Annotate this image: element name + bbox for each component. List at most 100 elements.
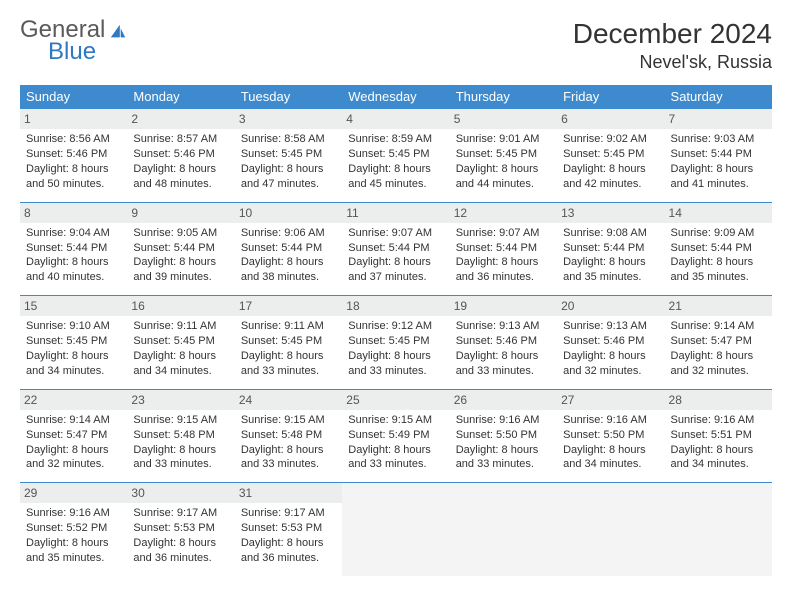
sunset-text: Sunset: 5:44 PM (133, 241, 228, 256)
daylight-text: and 48 minutes. (133, 177, 228, 192)
calendar-day-cell: 6Sunrise: 9:02 AMSunset: 5:45 PMDaylight… (557, 109, 664, 203)
sunset-text: Sunset: 5:44 PM (671, 241, 766, 256)
sunrise-text: Sunrise: 8:58 AM (241, 132, 336, 147)
sunrise-text: Sunrise: 9:09 AM (671, 226, 766, 241)
daylight-text: Daylight: 8 hours (133, 255, 228, 270)
calendar-day-cell: 8Sunrise: 9:04 AMSunset: 5:44 PMDaylight… (20, 202, 127, 296)
daylight-text: Daylight: 8 hours (348, 443, 443, 458)
day-number: 1 (20, 109, 127, 129)
daylight-text: and 47 minutes. (241, 177, 336, 192)
daylight-text: Daylight: 8 hours (671, 162, 766, 177)
sunrise-text: Sunrise: 9:14 AM (26, 413, 121, 428)
daylight-text: and 37 minutes. (348, 270, 443, 285)
sunrise-text: Sunrise: 9:13 AM (563, 319, 658, 334)
sunrise-text: Sunrise: 9:07 AM (456, 226, 551, 241)
day-number: 3 (235, 109, 342, 129)
calendar-day-cell: 25Sunrise: 9:15 AMSunset: 5:49 PMDayligh… (342, 389, 449, 483)
daylight-text: Daylight: 8 hours (26, 162, 121, 177)
sunset-text: Sunset: 5:48 PM (241, 428, 336, 443)
sunset-text: Sunset: 5:45 PM (241, 147, 336, 162)
weekday-header: Sunday (20, 85, 127, 109)
daylight-text: and 36 minutes. (133, 551, 228, 566)
location: Nevel'sk, Russia (573, 52, 772, 73)
sunset-text: Sunset: 5:50 PM (456, 428, 551, 443)
sunset-text: Sunset: 5:50 PM (563, 428, 658, 443)
calendar-day-cell: 12Sunrise: 9:07 AMSunset: 5:44 PMDayligh… (450, 202, 557, 296)
daylight-text: and 41 minutes. (671, 177, 766, 192)
day-number: 27 (557, 390, 664, 410)
sunset-text: Sunset: 5:44 PM (456, 241, 551, 256)
sunrise-text: Sunrise: 9:08 AM (563, 226, 658, 241)
daylight-text: Daylight: 8 hours (456, 443, 551, 458)
calendar-day-cell: 1 Sunrise: 8:56 AMSunset: 5:46 PMDaylight… (20, 109, 127, 203)
weekday-header-row: Sunday Monday Tuesday Wednesday Thursday… (20, 85, 772, 109)
sunrise-text: Sunrise: 9:05 AM (133, 226, 228, 241)
sunrise-text: Sunrise: 9:11 AM (133, 319, 228, 334)
page-header: General Blue December 2024 Nevel'sk, Rus… (20, 18, 772, 73)
daylight-text: Daylight: 8 hours (563, 255, 658, 270)
sunrise-text: Sunrise: 8:56 AM (26, 132, 121, 147)
day-number: 6 (557, 109, 664, 129)
day-number: 14 (665, 203, 772, 223)
daylight-text: Daylight: 8 hours (26, 349, 121, 364)
daylight-text: Daylight: 8 hours (241, 536, 336, 551)
sunrise-text: Sunrise: 9:10 AM (26, 319, 121, 334)
day-number: 15 (20, 296, 127, 316)
title-block: December 2024 Nevel'sk, Russia (573, 18, 772, 73)
sunset-text: Sunset: 5:53 PM (241, 521, 336, 536)
sunset-text: Sunset: 5:46 PM (26, 147, 121, 162)
daylight-text: and 35 minutes. (671, 270, 766, 285)
calendar-day-cell: 7Sunrise: 9:03 AMSunset: 5:44 PMDaylight… (665, 109, 772, 203)
daylight-text: and 38 minutes. (241, 270, 336, 285)
daylight-text: Daylight: 8 hours (26, 536, 121, 551)
sunrise-text: Sunrise: 9:15 AM (133, 413, 228, 428)
sunrise-text: Sunrise: 9:03 AM (671, 132, 766, 147)
sunrise-text: Sunrise: 9:15 AM (348, 413, 443, 428)
calendar-day-cell: 26Sunrise: 9:16 AMSunset: 5:50 PMDayligh… (450, 389, 557, 483)
daylight-text: Daylight: 8 hours (671, 443, 766, 458)
day-number: 11 (342, 203, 449, 223)
day-number: 4 (342, 109, 449, 129)
sunrise-text: Sunrise: 9:12 AM (348, 319, 443, 334)
calendar-day-cell: 15Sunrise: 9:10 AMSunset: 5:45 PMDayligh… (20, 296, 127, 390)
day-number: 21 (665, 296, 772, 316)
daylight-text: and 35 minutes. (26, 551, 121, 566)
calendar-day-cell (342, 483, 449, 576)
daylight-text: and 34 minutes. (671, 457, 766, 472)
daylight-text: Daylight: 8 hours (133, 349, 228, 364)
day-number: 8 (20, 203, 127, 223)
calendar-day-cell: 9 Sunrise: 9:05 AMSunset: 5:44 PMDaylight… (127, 202, 234, 296)
calendar-week-row: 22Sunrise: 9:14 AMSunset: 5:47 PMDayligh… (20, 389, 772, 483)
day-number: 26 (450, 390, 557, 410)
calendar-day-cell: 30Sunrise: 9:17 AMSunset: 5:53 PMDayligh… (127, 483, 234, 576)
daylight-text: and 34 minutes. (133, 364, 228, 379)
calendar-day-cell: 5Sunrise: 9:01 AMSunset: 5:45 PMDaylight… (450, 109, 557, 203)
calendar-day-cell: 28Sunrise: 9:16 AMSunset: 5:51 PMDayligh… (665, 389, 772, 483)
daylight-text: and 36 minutes. (241, 551, 336, 566)
day-number: 9 (127, 203, 234, 223)
sunrise-text: Sunrise: 8:57 AM (133, 132, 228, 147)
calendar-day-cell: 24Sunrise: 9:15 AMSunset: 5:48 PMDayligh… (235, 389, 342, 483)
daylight-text: and 36 minutes. (456, 270, 551, 285)
calendar-day-cell: 17Sunrise: 9:11 AMSunset: 5:45 PMDayligh… (235, 296, 342, 390)
calendar-day-cell: 21Sunrise: 9:14 AMSunset: 5:47 PMDayligh… (665, 296, 772, 390)
weekday-header: Wednesday (342, 85, 449, 109)
sunrise-text: Sunrise: 9:16 AM (563, 413, 658, 428)
daylight-text: and 33 minutes. (133, 457, 228, 472)
sunrise-text: Sunrise: 9:04 AM (26, 226, 121, 241)
calendar-day-cell: 22Sunrise: 9:14 AMSunset: 5:47 PMDayligh… (20, 389, 127, 483)
daylight-text: and 44 minutes. (456, 177, 551, 192)
daylight-text: Daylight: 8 hours (348, 162, 443, 177)
sunset-text: Sunset: 5:48 PM (133, 428, 228, 443)
daylight-text: Daylight: 8 hours (563, 443, 658, 458)
sunrise-text: Sunrise: 9:16 AM (26, 506, 121, 521)
sunset-text: Sunset: 5:46 PM (563, 334, 658, 349)
calendar-week-row: 1Sunrise: 8:56 AMSunset: 5:46 PMDaylight… (20, 109, 772, 203)
calendar-day-cell (665, 483, 772, 576)
calendar-day-cell: 23Sunrise: 9:15 AMSunset: 5:48 PMDayligh… (127, 389, 234, 483)
sunrise-text: Sunrise: 9:11 AM (241, 319, 336, 334)
calendar-day-cell: 2Sunrise: 8:57 AMSunset: 5:46 PMDaylight… (127, 109, 234, 203)
daylight-text: Daylight: 8 hours (133, 443, 228, 458)
daylight-text: and 32 minutes. (26, 457, 121, 472)
calendar-day-cell: 29Sunrise: 9:16 AMSunset: 5:52 PMDayligh… (20, 483, 127, 576)
